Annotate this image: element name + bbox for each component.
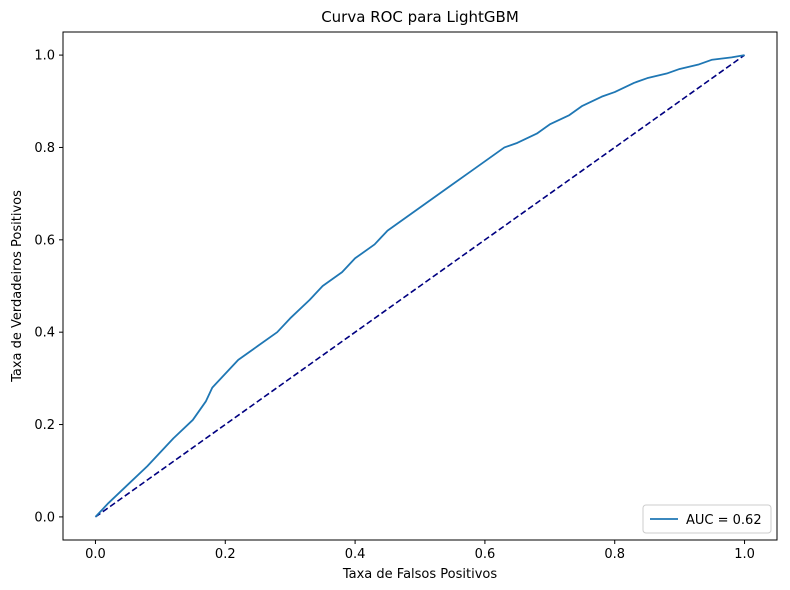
y-tick-label: 0.4 (34, 326, 55, 341)
x-axis-label: Taxa de Falsos Positivos (342, 567, 497, 582)
x-tick-label: 0.2 (215, 547, 236, 562)
y-ticks: 0.0 0.2 0.4 0.6 0.8 1.0 (34, 49, 63, 525)
y-tick-label: 0.6 (34, 233, 55, 248)
x-tick-label: 0.4 (345, 547, 366, 562)
x-tick-label: 0.6 (475, 547, 496, 562)
roc-curve-line (94, 54, 745, 518)
y-tick-label: 1.0 (34, 49, 55, 64)
series-layer (94, 54, 746, 518)
x-tick-label: 0.0 (85, 547, 106, 562)
y-tick-label: 0.2 (34, 418, 55, 433)
legend: AUC = 0.62 (642, 504, 772, 534)
y-tick-label: 0.0 (34, 510, 55, 525)
plot-frame (62, 31, 778, 541)
x-tick-label: 1.0 (734, 547, 755, 562)
x-tick-label: 0.8 (604, 547, 625, 562)
y-axis-label: Taxa de Verdadeiros Positivos (10, 190, 25, 383)
legend-label: AUC = 0.62 (686, 513, 762, 528)
chart-title: Curva ROC para LightGBM (321, 8, 519, 26)
y-tick-label: 0.8 (34, 141, 55, 156)
x-ticks: 0.0 0.2 0.4 0.6 0.8 1.0 (85, 540, 755, 562)
chance-diagonal-line (94, 54, 746, 518)
legend-box (642, 504, 772, 534)
